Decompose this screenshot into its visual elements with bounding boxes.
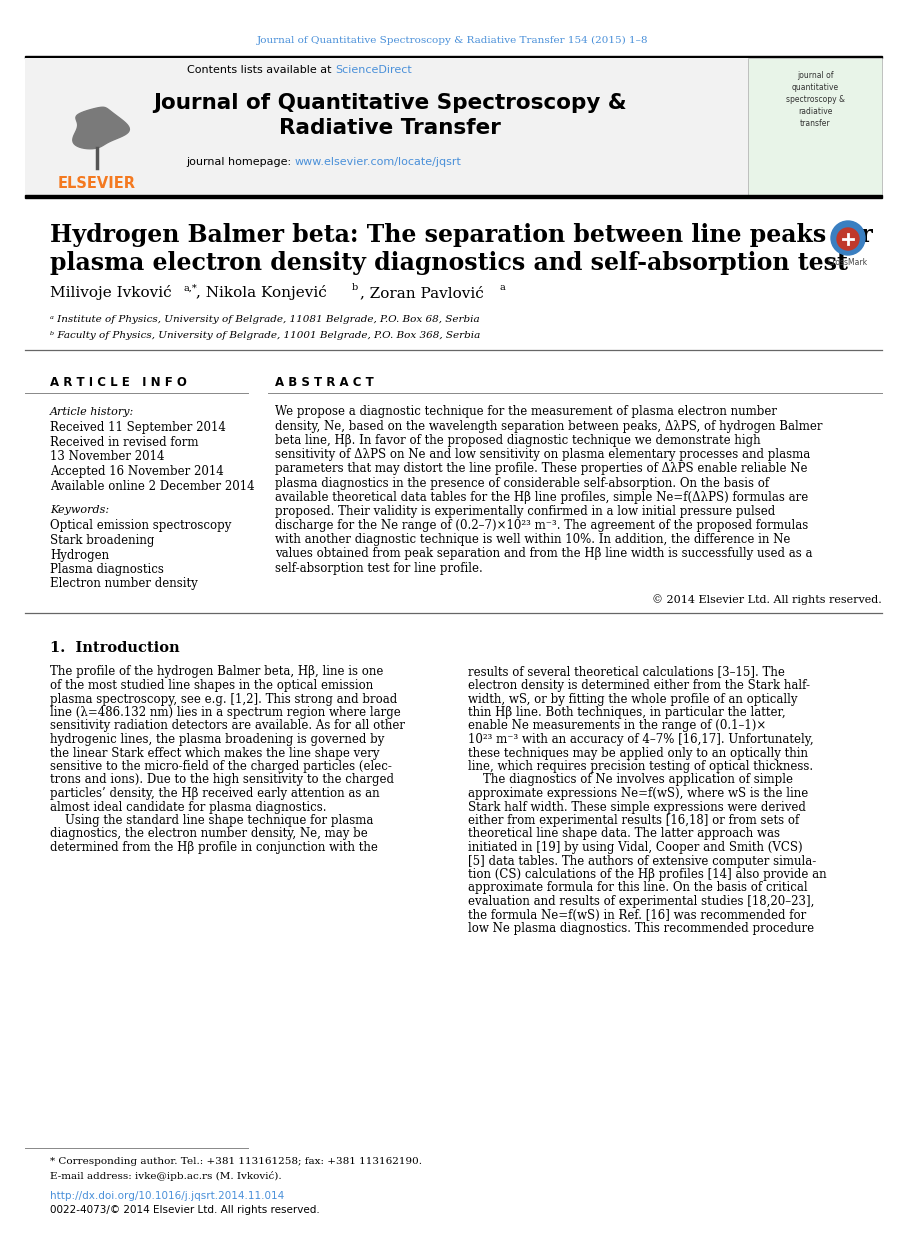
Text: Optical emission spectroscopy: Optical emission spectroscopy <box>50 520 231 532</box>
Text: beta line, Hβ. In favor of the proposed diagnostic technique we demonstrate high: beta line, Hβ. In favor of the proposed … <box>275 433 761 447</box>
Text: Contents lists available at: Contents lists available at <box>187 66 335 76</box>
Text: b: b <box>352 284 358 292</box>
Text: diagnostics, the electron number density, Ne, may be: diagnostics, the electron number density… <box>50 827 367 841</box>
Text: Available online 2 December 2014: Available online 2 December 2014 <box>50 479 255 493</box>
Text: tion (CS) calculations of the Hβ profiles [14] also provide an: tion (CS) calculations of the Hβ profile… <box>468 868 826 881</box>
Text: hydrogenic lines, the plasma broadening is governed by: hydrogenic lines, the plasma broadening … <box>50 733 385 747</box>
Text: values obtained from peak separation and from the Hβ line width is successfully : values obtained from peak separation and… <box>275 547 813 561</box>
Text: Radiative Transfer: Radiative Transfer <box>279 118 501 137</box>
Text: self-absorption test for line profile.: self-absorption test for line profile. <box>275 562 483 574</box>
Text: Hydrogen: Hydrogen <box>50 548 109 562</box>
Text: discharge for the Ne range of (0.2–7)×10²³ m⁻³. The agreement of the proposed fo: discharge for the Ne range of (0.2–7)×10… <box>275 519 808 532</box>
Bar <box>25 194 882 198</box>
Text: © 2014 Elsevier Ltd. All rights reserved.: © 2014 Elsevier Ltd. All rights reserved… <box>652 594 882 605</box>
Text: transfer: transfer <box>800 119 830 128</box>
Text: Milivoje Ivković: Milivoje Ivković <box>50 286 171 301</box>
Text: plasma electron density diagnostics and self-absorption test: plasma electron density diagnostics and … <box>50 251 848 275</box>
Text: E-mail address: ivke@ipb.ac.rs (M. Ivković).: E-mail address: ivke@ipb.ac.rs (M. Ivkov… <box>50 1171 282 1181</box>
Text: We propose a diagnostic technique for the measurement of plasma electron number: We propose a diagnostic technique for th… <box>275 406 777 418</box>
Text: evaluation and results of experimental studies [18,20–23],: evaluation and results of experimental s… <box>468 895 814 907</box>
Text: ELSEVIER: ELSEVIER <box>58 176 136 191</box>
Text: Stark half width. These simple expressions were derived: Stark half width. These simple expressio… <box>468 801 806 813</box>
Text: enable Ne measurements in the range of (0.1–1)×: enable Ne measurements in the range of (… <box>468 719 766 733</box>
Text: quantitative: quantitative <box>792 83 839 92</box>
Text: plasma diagnostics in the presence of considerable self-absorption. On the basis: plasma diagnostics in the presence of co… <box>275 477 769 489</box>
Text: journal of: journal of <box>796 71 834 79</box>
Text: sensitive to the micro-field of the charged particles (elec-: sensitive to the micro-field of the char… <box>50 760 392 773</box>
Text: Plasma diagnostics: Plasma diagnostics <box>50 563 164 576</box>
Text: approximate formula for this line. On the basis of critical: approximate formula for this line. On th… <box>468 881 807 895</box>
Bar <box>748 58 882 196</box>
Text: sensitivity radiation detectors are available. As for all other: sensitivity radiation detectors are avai… <box>50 719 405 733</box>
Text: The profile of the hydrogen Balmer beta, Hβ, line is one: The profile of the hydrogen Balmer beta,… <box>50 666 384 678</box>
Text: a,*: a,* <box>183 284 197 292</box>
Text: Article history:: Article history: <box>50 407 134 417</box>
Text: Using the standard line shape technique for plasma: Using the standard line shape technique … <box>50 815 374 827</box>
Text: results of several theoretical calculations [3–15]. The: results of several theoretical calculati… <box>468 666 785 678</box>
Text: Accepted 16 November 2014: Accepted 16 November 2014 <box>50 465 224 478</box>
Text: Stark broadening: Stark broadening <box>50 534 154 547</box>
Text: 1.  Introduction: 1. Introduction <box>50 641 180 655</box>
Text: 13 November 2014: 13 November 2014 <box>50 451 164 463</box>
Text: of the most studied line shapes in the optical emission: of the most studied line shapes in the o… <box>50 678 374 692</box>
Text: 10²³ m⁻³ with an accuracy of 4–7% [16,17]. Unfortunately,: 10²³ m⁻³ with an accuracy of 4–7% [16,17… <box>468 733 814 747</box>
Text: * Corresponding author. Tel.: +381 113161258; fax: +381 113162190.: * Corresponding author. Tel.: +381 11316… <box>50 1158 422 1166</box>
Text: ScienceDirect: ScienceDirect <box>335 66 412 76</box>
Text: , Zoran Pavlović: , Zoran Pavlović <box>360 286 483 300</box>
Text: theoretical line shape data. The latter approach was: theoretical line shape data. The latter … <box>468 827 780 841</box>
Text: ᵃ Institute of Physics, University of Belgrade, 11081 Belgrade, P.O. Box 68, Ser: ᵃ Institute of Physics, University of Be… <box>50 316 480 324</box>
Text: proposed. Their validity is experimentally confirmed in a low initial pressure p: proposed. Their validity is experimental… <box>275 505 775 517</box>
Text: thin Hβ line. Both techniques, in particular the latter,: thin Hβ line. Both techniques, in partic… <box>468 706 785 719</box>
Bar <box>25 58 882 196</box>
Circle shape <box>837 228 859 250</box>
Text: available theoretical data tables for the Hβ line profiles, simple Ne=f(ΔλPS) fo: available theoretical data tables for th… <box>275 490 808 504</box>
Text: width, wS, or by fitting the whole profile of an optically: width, wS, or by fitting the whole profi… <box>468 692 797 706</box>
Text: line, which requires precision testing of optical thickness.: line, which requires precision testing o… <box>468 760 813 773</box>
Text: the linear Stark effect which makes the line shape very: the linear Stark effect which makes the … <box>50 747 379 759</box>
Text: The diagnostics of Ne involves application of simple: The diagnostics of Ne involves applicati… <box>468 774 793 786</box>
Text: particles’ density, the Hβ received early attention as an: particles’ density, the Hβ received earl… <box>50 787 380 800</box>
Text: CrossMark: CrossMark <box>828 258 868 267</box>
Text: the formula Ne=f(wS) in Ref. [16] was recommended for: the formula Ne=f(wS) in Ref. [16] was re… <box>468 909 806 921</box>
Text: parameters that may distort the line profile. These properties of ΔλPS enable re: parameters that may distort the line pro… <box>275 462 807 475</box>
Circle shape <box>831 222 865 255</box>
Text: low Ne plasma diagnostics. This recommended procedure: low Ne plasma diagnostics. This recommen… <box>468 922 814 935</box>
Text: electron density is determined either from the Stark half-: electron density is determined either fr… <box>468 678 810 692</box>
Text: , Nikola Konjević: , Nikola Konjević <box>196 286 327 301</box>
Text: [5] data tables. The authors of extensive computer simula-: [5] data tables. The authors of extensiv… <box>468 854 816 868</box>
Text: approximate expressions Ne=f(wS), where wS is the line: approximate expressions Ne=f(wS), where … <box>468 787 808 800</box>
Text: Received in revised form: Received in revised form <box>50 436 199 449</box>
Text: radiative: radiative <box>798 106 833 115</box>
Text: spectroscopy &: spectroscopy & <box>785 94 844 104</box>
Text: sensitivity of ΔλPS on Ne and low sensitivity on plasma elementary processes and: sensitivity of ΔλPS on Ne and low sensit… <box>275 448 810 461</box>
Text: www.elsevier.com/locate/jqsrt: www.elsevier.com/locate/jqsrt <box>295 157 462 167</box>
Text: density, Ne, based on the wavelength separation between peaks, ΔλPS, of hydrogen: density, Ne, based on the wavelength sep… <box>275 420 823 433</box>
Text: ᵇ Faculty of Physics, University of Belgrade, 11001 Belgrade, P.O. Box 368, Serb: ᵇ Faculty of Physics, University of Belg… <box>50 331 480 339</box>
Text: A R T I C L E   I N F O: A R T I C L E I N F O <box>50 376 187 390</box>
Text: determined from the Hβ profile in conjunction with the: determined from the Hβ profile in conjun… <box>50 841 378 854</box>
Text: Journal of Quantitative Spectroscopy & Radiative Transfer 154 (2015) 1–8: Journal of Quantitative Spectroscopy & R… <box>258 36 649 45</box>
Text: 0022-4073/© 2014 Elsevier Ltd. All rights reserved.: 0022-4073/© 2014 Elsevier Ltd. All right… <box>50 1205 320 1214</box>
Polygon shape <box>73 108 130 149</box>
Text: trons and ions). Due to the high sensitivity to the charged: trons and ions). Due to the high sensiti… <box>50 774 394 786</box>
Text: almost ideal candidate for plasma diagnostics.: almost ideal candidate for plasma diagno… <box>50 801 327 813</box>
Text: Hydrogen Balmer beta: The separation between line peaks for: Hydrogen Balmer beta: The separation bet… <box>50 223 873 248</box>
Text: Keywords:: Keywords: <box>50 505 109 515</box>
Text: plasma spectroscopy, see e.g. [1,2]. This strong and broad: plasma spectroscopy, see e.g. [1,2]. Thi… <box>50 692 397 706</box>
Text: these techniques may be applied only to an optically thin: these techniques may be applied only to … <box>468 747 808 759</box>
Text: either from experimental results [16,18] or from sets of: either from experimental results [16,18]… <box>468 815 799 827</box>
Text: with another diagnostic technique is well within 10%. In addition, the differenc: with another diagnostic technique is wel… <box>275 534 790 546</box>
Text: a: a <box>499 284 505 292</box>
Text: Received 11 September 2014: Received 11 September 2014 <box>50 421 226 435</box>
Text: A B S T R A C T: A B S T R A C T <box>275 376 374 390</box>
Text: Journal of Quantitative Spectroscopy &: Journal of Quantitative Spectroscopy & <box>153 93 627 113</box>
Text: Electron number density: Electron number density <box>50 577 198 591</box>
Text: http://dx.doi.org/10.1016/j.jqsrt.2014.11.014: http://dx.doi.org/10.1016/j.jqsrt.2014.1… <box>50 1191 284 1201</box>
Bar <box>25 56 882 58</box>
Text: initiated in [19] by using Vidal, Cooper and Smith (VCS): initiated in [19] by using Vidal, Cooper… <box>468 841 803 854</box>
Text: journal homepage:: journal homepage: <box>186 157 295 167</box>
Text: line (λ=486.132 nm) lies in a spectrum region where large: line (λ=486.132 nm) lies in a spectrum r… <box>50 706 401 719</box>
